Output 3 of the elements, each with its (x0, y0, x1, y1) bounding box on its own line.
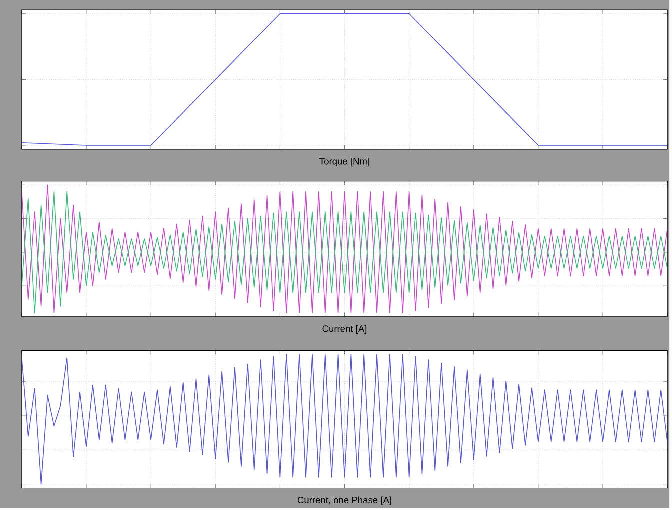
x-axis-title: Current, one Phase [A] (298, 496, 392, 506)
x-axis-title: Torque [Nm] (320, 158, 370, 167)
x-axis-title: Current [A] (322, 325, 367, 334)
